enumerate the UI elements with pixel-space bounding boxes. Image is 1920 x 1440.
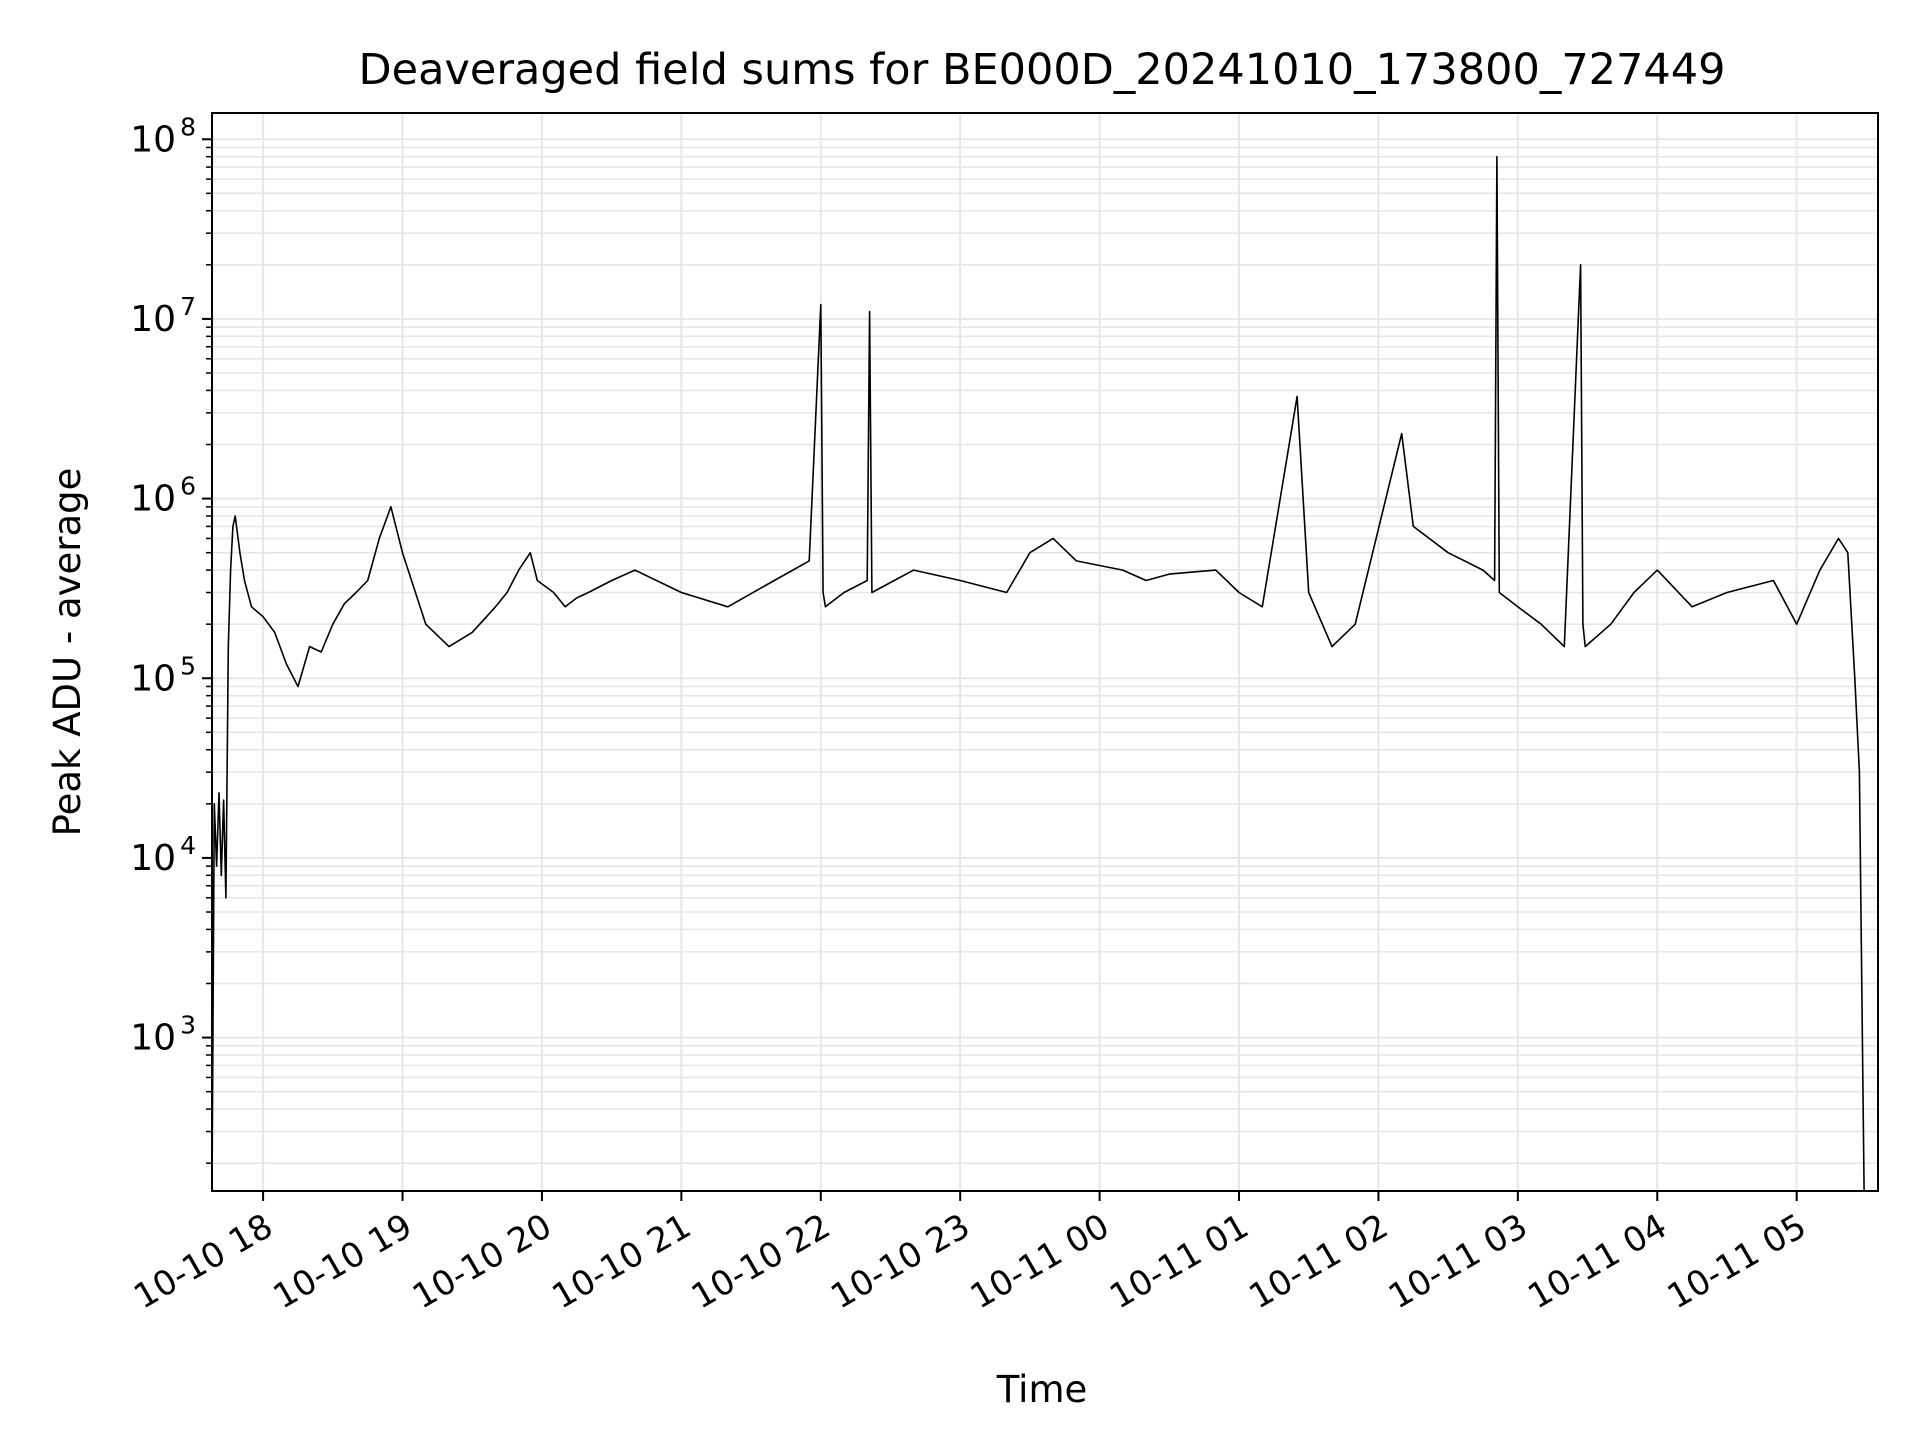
y-tick-base: 10	[130, 1018, 176, 1059]
y-tick-label: 10 8	[130, 112, 196, 160]
chart-title: Deaveraged field sums for BE000D_2024101…	[359, 45, 1726, 95]
plot-background	[212, 113, 1878, 1191]
y-tick-exponent: 8	[180, 112, 196, 141]
y-tick-label: 10 7	[130, 292, 196, 340]
series-layer	[211, 155, 1865, 1192]
plot-frame	[211, 112, 1879, 1192]
y-tick-exponent: 3	[180, 1011, 196, 1040]
y-tick-base: 10	[130, 299, 176, 340]
y-tick-label: 10 5	[130, 651, 196, 699]
y-tick-exponent: 4	[180, 831, 196, 860]
y-tick-exponent: 5	[180, 651, 196, 680]
y-axis-label: Peak ADU - average	[46, 468, 89, 837]
y-tick-exponent: 6	[180, 472, 196, 501]
x-axis-label: Time	[996, 1368, 1088, 1411]
series-line	[211, 155, 1865, 1192]
y-tick-base: 10	[130, 838, 176, 879]
y-tick-exponent: 7	[180, 292, 196, 321]
y-tick-label: 10 6	[130, 472, 196, 520]
y-tick-base: 10	[130, 119, 176, 160]
y-tick-base: 10	[130, 658, 176, 699]
y-tick-label: 10 4	[130, 831, 196, 879]
grid-layer	[212, 113, 1878, 1191]
y-tick-label: 10 3	[130, 1011, 196, 1059]
y-tick-base: 10	[130, 479, 176, 520]
plot-area	[211, 112, 1879, 1192]
